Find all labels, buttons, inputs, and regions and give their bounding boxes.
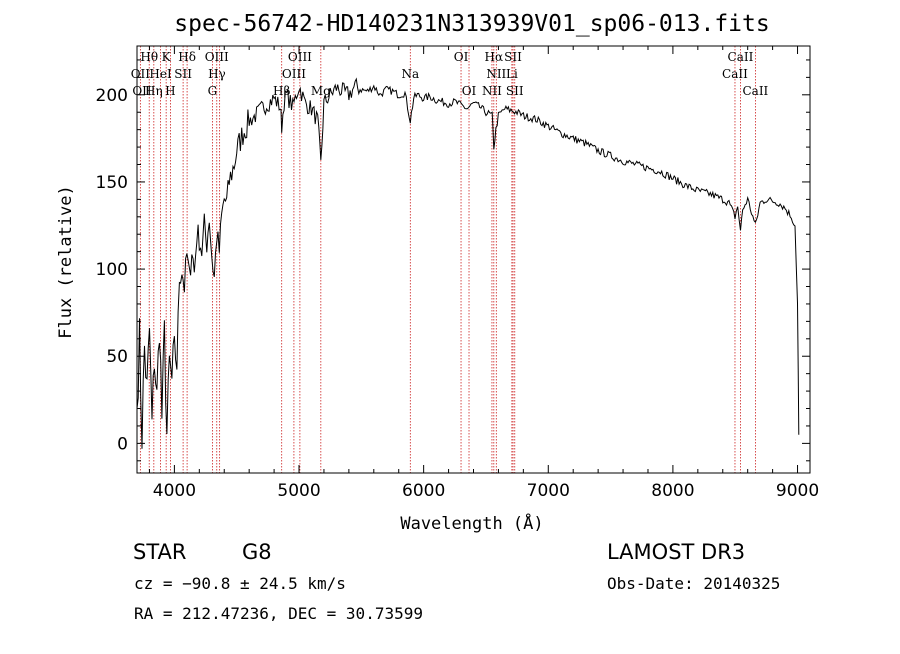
- line-label-14: Na: [401, 67, 419, 81]
- line-label-24: OI: [462, 84, 477, 98]
- line-label-0: Hθ: [140, 50, 158, 64]
- line-label-20: H: [165, 84, 175, 98]
- y-tick-label-50: 50: [106, 347, 128, 367]
- x-tick-label-6000: 6000: [402, 481, 445, 501]
- line-label-16: Li: [506, 67, 518, 81]
- spectral-subclass: G8: [242, 540, 272, 564]
- object-class: STAR: [133, 540, 186, 564]
- y-axis-label: Flux (relative): [56, 185, 76, 339]
- emission-line-markers: [139, 46, 756, 473]
- x-tick-label-7000: 7000: [527, 481, 570, 501]
- y-tick-label-100: 100: [96, 260, 128, 280]
- x-axis-label: Wavelength (Å): [400, 512, 543, 534]
- survey-name: LAMOST DR3: [607, 540, 745, 564]
- plot-frame: [136, 45, 811, 474]
- line-label-1: K: [162, 50, 172, 64]
- x-tick-label-4000: 4000: [153, 481, 196, 501]
- line-label-8: CaII: [728, 50, 754, 64]
- line-label-7: SII: [504, 50, 522, 64]
- line-label-6: Hα: [485, 50, 504, 64]
- line-label-19: Hη: [145, 84, 163, 98]
- line-label-26: SII: [506, 84, 524, 98]
- line-label-17: CaII: [722, 67, 748, 81]
- line-label-27: CaII: [742, 84, 768, 98]
- x-tick-label-9000: 9000: [776, 481, 819, 501]
- y-tick-label-150: 150: [96, 173, 128, 193]
- line-label-10: HeI: [149, 67, 172, 81]
- line-label-23: Mg: [311, 84, 331, 98]
- y-tick-label-0: 0: [117, 434, 128, 454]
- line-label-2: Hδ: [178, 50, 196, 64]
- line-label-15: NII: [486, 67, 506, 81]
- line-label-3: OIII: [205, 50, 229, 64]
- spectrum-series-line: [136, 77, 800, 449]
- line-label-12: Hγ: [208, 67, 226, 81]
- chart-title: spec-56742-HD140231N313939V01_sp06-013.f…: [174, 11, 769, 37]
- x-axis: 4000 5000 6000 7000 8000 9000: [148, 46, 819, 501]
- y-axis: 0 50 100 150 200: [96, 59, 810, 462]
- x-tick-label-5000: 5000: [277, 481, 320, 501]
- redshift-readout: cz = −90.8 ± 24.5 km/s: [134, 574, 346, 593]
- line-label-9: OII: [131, 67, 151, 81]
- line-label-11: SII: [174, 67, 192, 81]
- line-label-25: NII: [482, 84, 502, 98]
- coordinates-readout: RA = 212.47236, DEC = 30.73599: [134, 604, 423, 623]
- line-label-4: OIII: [288, 50, 312, 64]
- line-label-13: OIII: [282, 67, 306, 81]
- y-tick-label-200: 200: [96, 86, 128, 106]
- line-label-22: Hβ: [273, 84, 290, 98]
- line-label-21: G: [208, 84, 218, 98]
- x-tick-label-8000: 8000: [651, 481, 694, 501]
- line-label-5: OI: [454, 50, 469, 64]
- observation-date: Obs-Date: 20140325: [607, 574, 780, 593]
